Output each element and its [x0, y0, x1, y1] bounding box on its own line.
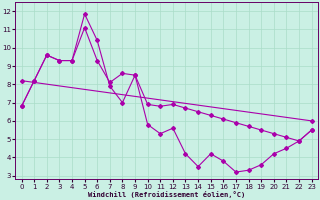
X-axis label: Windchill (Refroidissement éolien,°C): Windchill (Refroidissement éolien,°C)	[88, 191, 245, 198]
